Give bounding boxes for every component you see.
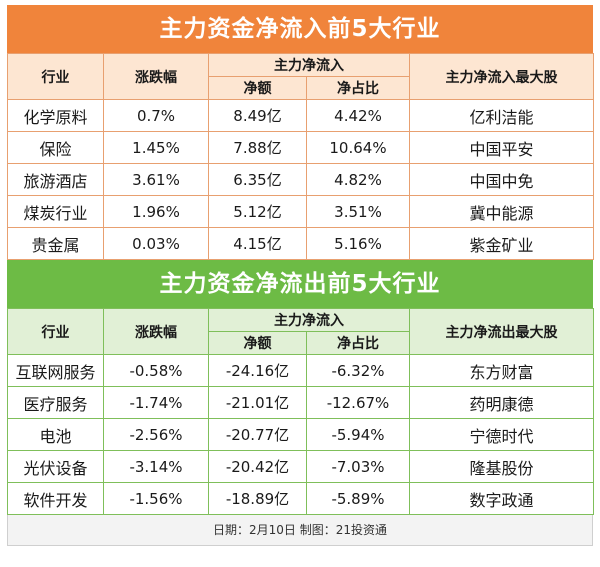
top-stock-cell: 紫金矿业 xyxy=(409,227,594,260)
industry-cell: 光伏设备 xyxy=(7,450,104,483)
header-top-stock: 主力净流入最大股 xyxy=(409,53,594,100)
net-ratio-cell: 3.51% xyxy=(306,195,410,228)
header-main-flow: 主力净流入 xyxy=(208,53,410,77)
table-row: 光伏设备 -3.14% -20.42亿 -7.03% 隆基股份 xyxy=(7,450,594,483)
net-ratio-cell: -5.89% xyxy=(306,482,410,515)
table-row: 互联网服务 -0.58% -24.16亿 -6.32% 东方财富 xyxy=(7,354,594,387)
outflow-table: 行业 涨跌幅 主力净流入 主力净流出最大股 净额 净占比 互联网服务 -0.58%… xyxy=(7,308,594,515)
net-amount-cell: -20.77亿 xyxy=(208,418,307,451)
header-industry: 行业 xyxy=(7,53,104,100)
top-stock-cell: 中国平安 xyxy=(409,131,594,164)
net-amount-cell: 7.88亿 xyxy=(208,131,307,164)
net-amount-cell: 6.35亿 xyxy=(208,163,307,196)
table-row: 贵金属 0.03% 4.15亿 5.16% 紫金矿业 xyxy=(7,227,594,260)
top-stock-cell: 亿利洁能 xyxy=(409,99,594,132)
net-ratio-cell: -5.94% xyxy=(306,418,410,451)
net-amount-cell: 8.49亿 xyxy=(208,99,307,132)
header-main-flow: 主力净流入 xyxy=(208,308,410,332)
industry-cell: 医疗服务 xyxy=(7,386,104,419)
table-row: 保险 1.45% 7.88亿 10.64% 中国平安 xyxy=(7,131,594,164)
table-row: 煤炭行业 1.96% 5.12亿 3.51% 冀中能源 xyxy=(7,195,594,228)
top-stock-cell: 冀中能源 xyxy=(409,195,594,228)
industry-cell: 软件开发 xyxy=(7,482,104,515)
change-cell: 0.7% xyxy=(103,99,209,132)
industry-cell: 保险 xyxy=(7,131,104,164)
net-amount-cell: -18.89亿 xyxy=(208,482,307,515)
change-cell: 0.03% xyxy=(103,227,209,260)
header-industry: 行业 xyxy=(7,308,104,355)
header-change: 涨跌幅 xyxy=(103,53,209,100)
change-cell: -1.56% xyxy=(103,482,209,515)
net-amount-cell: -20.42亿 xyxy=(208,450,307,483)
inflow-title: 主力资金净流入前5大行业 xyxy=(7,5,593,53)
top-stock-cell: 隆基股份 xyxy=(409,450,594,483)
net-amount-cell: 5.12亿 xyxy=(208,195,307,228)
net-ratio-cell: 5.16% xyxy=(306,227,410,260)
industry-cell: 煤炭行业 xyxy=(7,195,104,228)
table-row: 医疗服务 -1.74% -21.01亿 -12.67% 药明康德 xyxy=(7,386,594,419)
change-cell: 1.45% xyxy=(103,131,209,164)
net-ratio-cell: -6.32% xyxy=(306,354,410,387)
change-cell: 1.96% xyxy=(103,195,209,228)
footer-note: 日期：2月10日 制图：21投资通 xyxy=(7,515,593,546)
change-cell: -2.56% xyxy=(103,418,209,451)
industry-cell: 化学原料 xyxy=(7,99,104,132)
industry-cell: 贵金属 xyxy=(7,227,104,260)
table-row: 旅游酒店 3.61% 6.35亿 4.82% 中国中免 xyxy=(7,163,594,196)
header-ratio: 净占比 xyxy=(306,331,410,355)
capital-flow-report: 主力资金净流入前5大行业 行业 涨跌幅 主力净流入 主力净流入最大股 净额 净占… xyxy=(7,5,594,546)
change-cell: -3.14% xyxy=(103,450,209,483)
net-ratio-cell: -7.03% xyxy=(306,450,410,483)
top-stock-cell: 药明康德 xyxy=(409,386,594,419)
net-ratio-cell: 10.64% xyxy=(306,131,410,164)
net-amount-cell: -21.01亿 xyxy=(208,386,307,419)
top-stock-cell: 宁德时代 xyxy=(409,418,594,451)
table-row: 电池 -2.56% -20.77亿 -5.94% 宁德时代 xyxy=(7,418,594,451)
inflow-table: 行业 涨跌幅 主力净流入 主力净流入最大股 净额 净占比 化学原料 0.7% 8.4… xyxy=(7,53,594,260)
header-ratio: 净占比 xyxy=(306,76,410,100)
change-cell: 3.61% xyxy=(103,163,209,196)
industry-cell: 旅游酒店 xyxy=(7,163,104,196)
top-stock-cell: 中国中免 xyxy=(409,163,594,196)
net-ratio-cell: 4.82% xyxy=(306,163,410,196)
header-top-stock: 主力净流出最大股 xyxy=(409,308,594,355)
header-net: 净额 xyxy=(208,331,307,355)
net-amount-cell: -24.16亿 xyxy=(208,354,307,387)
net-amount-cell: 4.15亿 xyxy=(208,227,307,260)
outflow-title: 主力资金净流出前5大行业 xyxy=(7,260,593,308)
header-net: 净额 xyxy=(208,76,307,100)
table-row: 软件开发 -1.56% -18.89亿 -5.89% 数字政通 xyxy=(7,482,594,515)
header-change: 涨跌幅 xyxy=(103,308,209,355)
net-ratio-cell: -12.67% xyxy=(306,386,410,419)
top-stock-cell: 东方财富 xyxy=(409,354,594,387)
top-stock-cell: 数字政通 xyxy=(409,482,594,515)
industry-cell: 互联网服务 xyxy=(7,354,104,387)
change-cell: -0.58% xyxy=(103,354,209,387)
industry-cell: 电池 xyxy=(7,418,104,451)
table-row: 化学原料 0.7% 8.49亿 4.42% 亿利洁能 xyxy=(7,99,594,132)
net-ratio-cell: 4.42% xyxy=(306,99,410,132)
change-cell: -1.74% xyxy=(103,386,209,419)
